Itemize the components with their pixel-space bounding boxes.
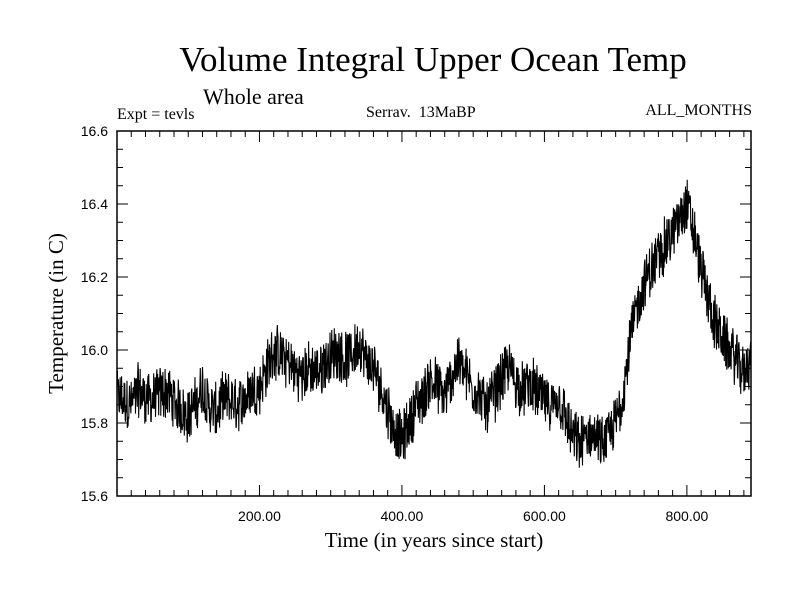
- y-tick-label: 15.8: [81, 415, 108, 431]
- x-tick-label: 800.00: [665, 508, 708, 524]
- x-tick-label: 400.00: [381, 508, 424, 524]
- series-layer: [116, 179, 752, 468]
- y-tick-label: 16.6: [81, 123, 108, 139]
- x-tick-label: 600.00: [523, 508, 566, 524]
- y-tick-label: 16.0: [81, 342, 108, 358]
- y-tick-label: 15.6: [81, 488, 108, 504]
- y-tick-label: 16.4: [81, 196, 108, 212]
- months-label: ALL_MONTHS: [645, 102, 752, 119]
- experiment-label: Expt = tevls: [117, 106, 195, 123]
- chart-subtitle: Whole area: [203, 84, 304, 109]
- tick-marks: [117, 130, 751, 497]
- y-axis-label: Temperature (in C): [44, 233, 68, 394]
- stage-label: Serrav. 13MaBP: [366, 104, 476, 121]
- x-axis-label: Time (in years since start): [325, 528, 544, 552]
- chart-title: Volume Integral Upper Ocean Temp: [179, 40, 687, 79]
- plot-frame: [116, 130, 752, 497]
- tick-labels: 200.00 400.00 600.00 800.00 15.6 15.8 16.0 16.2…: [81, 123, 709, 524]
- x-tick-label: 200.00: [238, 508, 281, 524]
- series-line: [116, 179, 752, 468]
- y-tick-label: 16.2: [81, 269, 108, 285]
